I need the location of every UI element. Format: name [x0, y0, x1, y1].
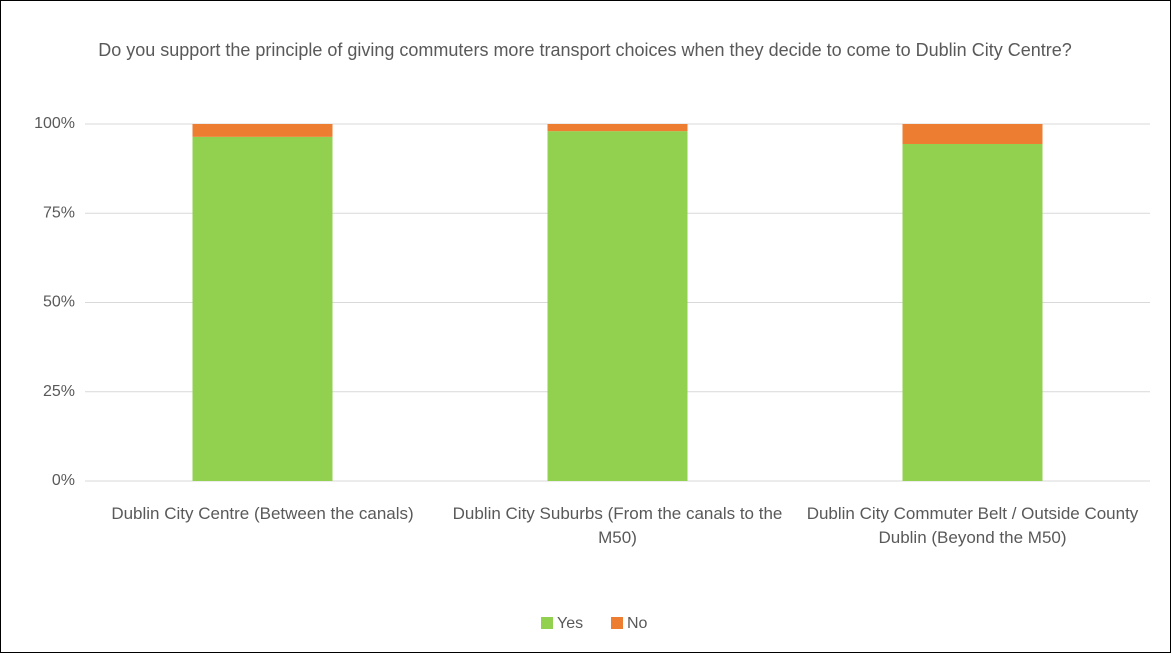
y-tick-label: 50%: [43, 294, 75, 311]
legend-swatch: [611, 617, 623, 629]
x-tick-label: Dublin City Centre (Between the canals): [111, 504, 414, 523]
chart-title: Do you support the principle of giving c…: [98, 40, 1072, 60]
bar-segment: [547, 124, 688, 132]
y-tick-label: 100%: [34, 115, 75, 132]
bar-segment: [192, 124, 333, 137]
y-tick-label: 75%: [43, 204, 75, 221]
y-tick-label: 25%: [43, 383, 75, 400]
bar-segment: [192, 136, 333, 482]
bar-segment: [547, 131, 688, 481]
y-tick-label: 0%: [52, 472, 75, 489]
x-tick-label: Dublin City Commuter Belt / Outside Coun…: [806, 504, 1139, 547]
legend-label: No: [627, 615, 648, 632]
legend-label: Yes: [557, 615, 583, 632]
bar-segment: [902, 143, 1043, 481]
x-tick-label: Dublin City Suburbs (From the canals to …: [452, 504, 783, 547]
legend-swatch: [541, 617, 553, 629]
bar-segment: [902, 124, 1043, 144]
